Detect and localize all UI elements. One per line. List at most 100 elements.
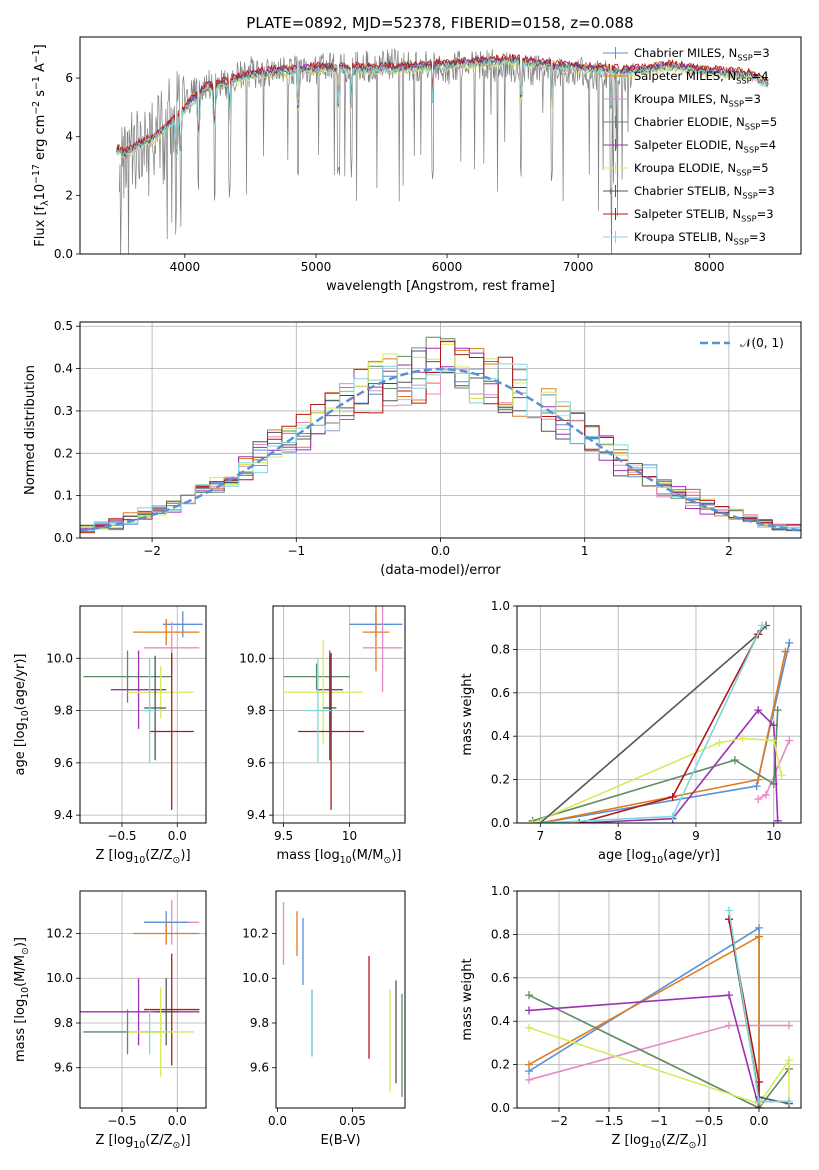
axes-spectrum: 4000 5000 6000 7000 8000 0.0 2 4 6 wavelength [An… (31, 36, 802, 294)
y-tick-label: 9.8 (250, 1016, 269, 1030)
weight-marker (769, 736, 778, 745)
x-tick-label: −0.5 (107, 1114, 136, 1128)
axes-frame-group: −0.5 0.09.69.810.010.2Z [log10(Z/Z⊙)]mass… (13, 890, 207, 1151)
x-tick-label: 4000 (170, 260, 201, 274)
y-tick-label: 0.4 (54, 362, 73, 376)
histogram-kroupa-stelib (80, 363, 801, 532)
weight-marker (725, 1021, 733, 1030)
y-tick-label: 9.8 (54, 1016, 73, 1030)
axes-age-vs-Z: −0.5 0.09.49.69.810.0Z [log10(Z/Z⊙)]age [… (13, 605, 207, 866)
label-part: wavelength [Angstrom, rest frame] (326, 279, 555, 294)
plot-area (83, 611, 203, 810)
y-axis-label: Normed distribution (23, 365, 38, 495)
label-part: Z [log (95, 1133, 133, 1148)
y-tick-label: 2 (65, 188, 73, 202)
y-tick-label: 10.0 (242, 971, 269, 985)
weight-marker (668, 812, 677, 821)
y-tick-label: 0.3 (54, 404, 73, 418)
label-part: SSP (736, 75, 751, 85)
x-axis-label: E(B-V) (320, 1133, 360, 1148)
y-tick-label: 0.6 (491, 971, 510, 985)
label-part: =3 (758, 184, 775, 198)
y-tick-label: 9.8 (54, 704, 73, 718)
y-tick-label: 9.6 (54, 756, 73, 770)
label-part: mass weight (460, 673, 475, 755)
x-tick-label: 8 (614, 829, 622, 843)
x-tick-label: 2 (725, 544, 733, 558)
gaussian-curve (80, 367, 801, 532)
weight-marker (785, 1056, 793, 1065)
label-part: =4 (759, 138, 776, 152)
x-axis-label: age [log10(age/yr)] (598, 848, 720, 866)
legend-entry: Chabrier MILES, NSSP=3 (634, 46, 770, 62)
label-part: SSP (742, 190, 757, 200)
weight-line-kroupa-elodie (528, 1026, 790, 1105)
axes-frame (275, 890, 406, 1109)
y-tick-label: 0.0 (54, 247, 73, 261)
plot-area (282, 902, 403, 1097)
legend-entry: Salpeter ELODIE, NSSP=4 (634, 138, 776, 154)
x-tick-label: 0.0 (749, 1114, 768, 1128)
label-part: ⊙ (173, 855, 181, 866)
weight-marker (730, 756, 739, 765)
axes-frame-group: 4000 5000 6000 7000 8000 0.0 2 4 6 wavelength [An… (31, 36, 802, 294)
x-tick-label: −1.5 (594, 1114, 623, 1128)
axes-frame (79, 890, 207, 1109)
label-part: =5 (752, 161, 769, 175)
legend-entry: Kroupa MILES, NSSP=3 (634, 92, 761, 108)
label-part: 𝒩(0, 1) (740, 336, 784, 350)
legend-entry: Kroupa STELIB, NSSP=3 (634, 230, 766, 246)
label-part: 10 (33, 184, 48, 201)
y-tick-label: 9.6 (247, 756, 266, 770)
weight-marker (525, 1006, 533, 1015)
label-part: SSP (737, 52, 752, 62)
y-tick-label: 0.2 (491, 773, 510, 787)
y-tick-label: 0.4 (491, 729, 510, 743)
label-part: (M/M (13, 955, 28, 987)
y-tick-label: 4 (65, 130, 73, 144)
label-part: mass [log (13, 999, 28, 1062)
x-tick-label: 0.0 (431, 544, 450, 558)
x-tick-label: 0.0 (268, 1114, 287, 1128)
label-part: 10 (20, 987, 31, 999)
label-part: (Z/Z (145, 1133, 172, 1148)
y-tick-label: 10.0 (46, 971, 73, 985)
axes-mass-vs-Z: −0.5 0.09.69.810.010.2Z [log10(Z/Z⊙)]mass… (13, 890, 207, 1151)
plot-area (80, 899, 200, 1077)
legend-entry: Chabrier STELIB, NSSP=3 (634, 184, 775, 200)
panels-group: 4000 5000 6000 7000 8000 0.0 2 4 6 wavelength [An… (13, 36, 802, 1151)
x-tick-label: 9.5 (274, 829, 293, 843)
label-part: ⊙ (20, 947, 31, 955)
weight-marker (525, 1075, 533, 1084)
legend-entry: Chabrier ELODIE, NSSP=5 (634, 115, 777, 131)
weight-marker (785, 736, 794, 745)
label-part: erg cm (33, 115, 48, 164)
label-part: ⊙ (173, 1140, 181, 1151)
label-part: λ (40, 200, 51, 206)
weight-marker (725, 915, 733, 924)
y-tick-label: 1.0 (491, 599, 510, 613)
label-part: SSP (734, 236, 749, 246)
label-part: 10 (133, 855, 145, 866)
x-axis-label: (data-model)/error (380, 563, 501, 578)
axes-frame (272, 605, 406, 824)
x-tick-label: 9 (692, 829, 700, 843)
weight-marker (525, 1060, 533, 1069)
x-tick-label: −1 (287, 544, 305, 558)
label-part: Kroupa ELODIE, N (634, 161, 736, 175)
x-tick-label: 1 (581, 544, 589, 558)
label-part: (M/M (352, 848, 384, 863)
weight-marker (785, 1021, 793, 1030)
y-tick-label: 9.6 (250, 1061, 269, 1075)
label-part: SSP (745, 121, 760, 131)
axes-frame-group: 0.0 0.05 9.6 9.8 10.0 10.2 E(B-V) (242, 890, 406, 1148)
x-tick-label: 0.0 (168, 1114, 187, 1128)
y-tick-label: 6 (65, 71, 73, 85)
weight-marker (769, 721, 778, 730)
label-part: ] (33, 44, 48, 49)
weight-marker (781, 647, 790, 656)
model-spectrum-salpeter-stelib (116, 52, 769, 154)
